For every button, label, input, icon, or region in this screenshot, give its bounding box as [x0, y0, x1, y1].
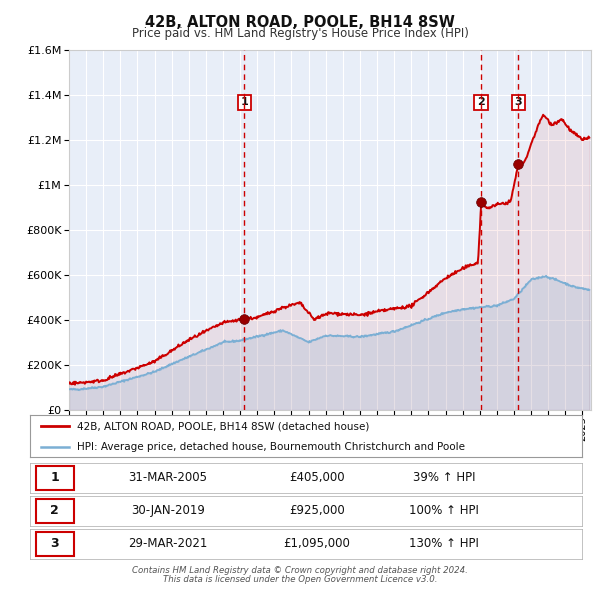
- Text: £925,000: £925,000: [289, 504, 345, 517]
- Text: 2: 2: [50, 504, 59, 517]
- Text: 42B, ALTON ROAD, POOLE, BH14 8SW: 42B, ALTON ROAD, POOLE, BH14 8SW: [145, 15, 455, 30]
- Text: 42B, ALTON ROAD, POOLE, BH14 8SW (detached house): 42B, ALTON ROAD, POOLE, BH14 8SW (detach…: [77, 421, 369, 431]
- FancyBboxPatch shape: [35, 466, 74, 490]
- Text: £405,000: £405,000: [289, 471, 345, 484]
- Text: 1: 1: [50, 471, 59, 484]
- Text: 30-JAN-2019: 30-JAN-2019: [131, 504, 205, 517]
- Text: HPI: Average price, detached house, Bournemouth Christchurch and Poole: HPI: Average price, detached house, Bour…: [77, 442, 465, 451]
- FancyBboxPatch shape: [35, 499, 74, 523]
- Text: 130% ↑ HPI: 130% ↑ HPI: [409, 537, 479, 550]
- Text: 39% ↑ HPI: 39% ↑ HPI: [413, 471, 475, 484]
- Text: 3: 3: [514, 97, 522, 107]
- Text: This data is licensed under the Open Government Licence v3.0.: This data is licensed under the Open Gov…: [163, 575, 437, 584]
- Text: 3: 3: [50, 537, 59, 550]
- Text: £1,095,000: £1,095,000: [284, 537, 350, 550]
- Text: 29-MAR-2021: 29-MAR-2021: [128, 537, 208, 550]
- Text: 31-MAR-2005: 31-MAR-2005: [128, 471, 208, 484]
- Text: 2: 2: [477, 97, 485, 107]
- FancyBboxPatch shape: [35, 532, 74, 556]
- Text: Contains HM Land Registry data © Crown copyright and database right 2024.: Contains HM Land Registry data © Crown c…: [132, 566, 468, 575]
- Text: 100% ↑ HPI: 100% ↑ HPI: [409, 504, 479, 517]
- Text: 1: 1: [241, 97, 248, 107]
- Text: Price paid vs. HM Land Registry's House Price Index (HPI): Price paid vs. HM Land Registry's House …: [131, 27, 469, 40]
